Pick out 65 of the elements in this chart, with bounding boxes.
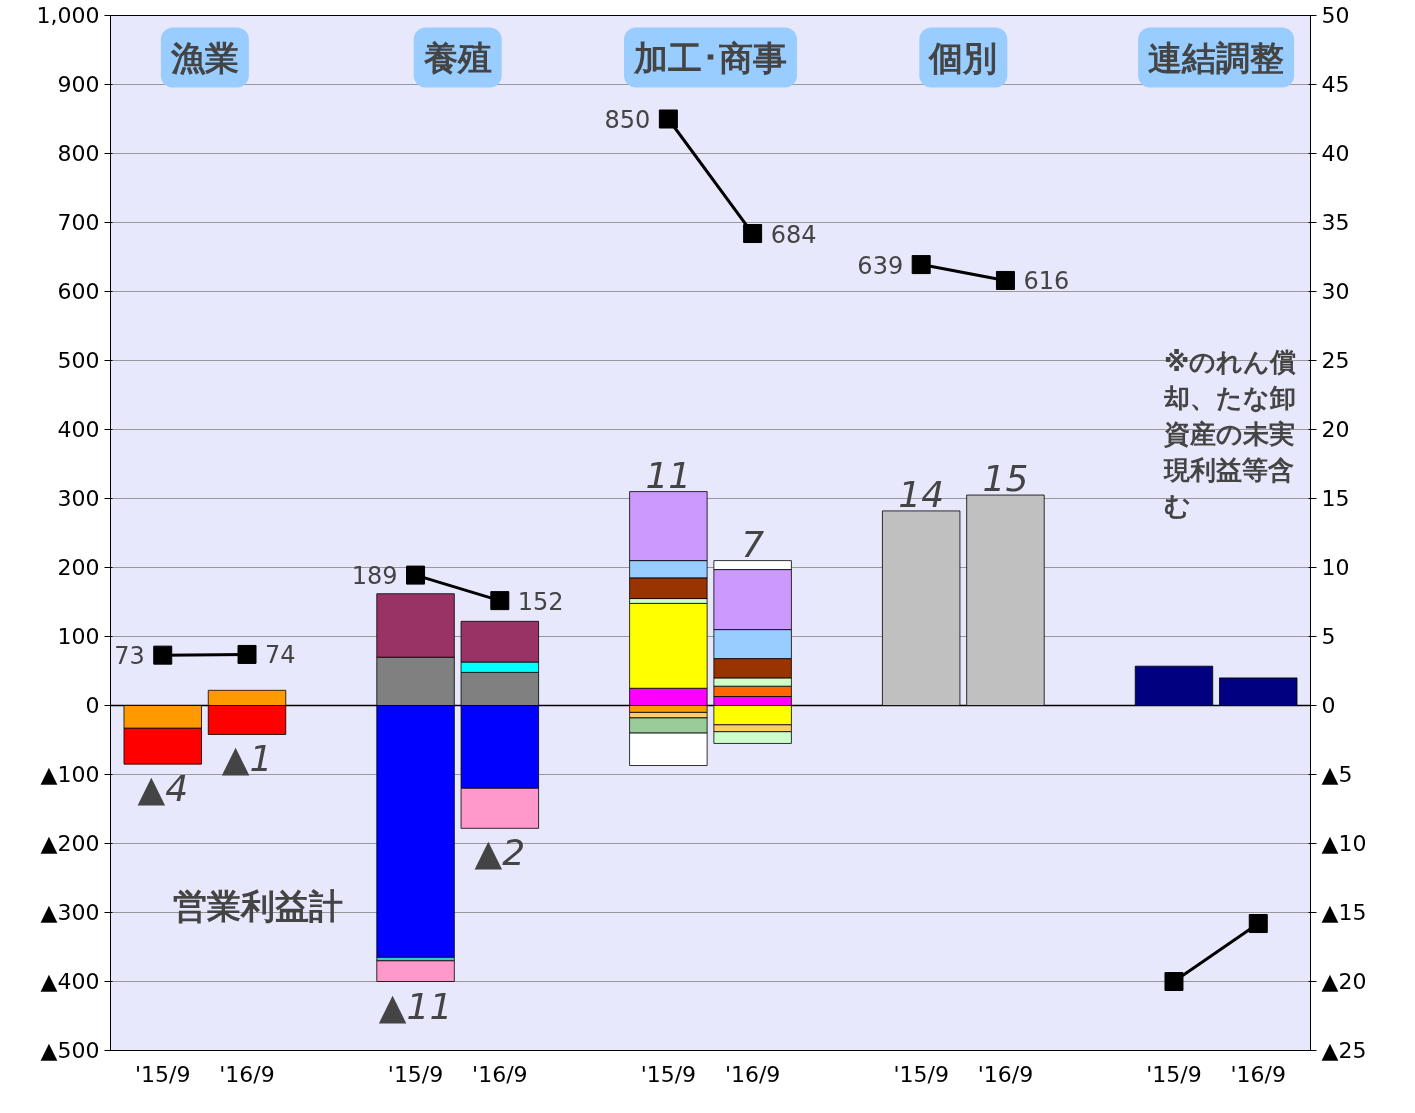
total-label: ▲1: [221, 738, 273, 780]
y-tick-label: 900: [57, 72, 100, 97]
data-label: 616: [1023, 267, 1070, 296]
data-label: 152: [517, 587, 564, 616]
y2-tick-label: ▲20: [1321, 969, 1367, 994]
annotation: 連結調整: [1148, 37, 1285, 78]
annotation: ※のれん償却、たな卸資産の未実現利益等含む: [1162, 346, 1297, 521]
annotation: 営業利益計: [172, 886, 343, 927]
y-tick-label: ▲500: [40, 1038, 100, 1063]
annotation: 加工･商事: [633, 37, 787, 78]
total-label: ▲4: [137, 768, 189, 810]
y2-tick-label: 10: [1321, 555, 1350, 580]
x-tick-label: '15/9: [387, 1061, 444, 1087]
total-label: ▲2: [474, 832, 526, 874]
total-label: 7: [741, 523, 765, 565]
y-tick-label: 400: [57, 417, 100, 442]
x-tick-label: '16/9: [977, 1061, 1034, 1087]
x-tick-label: '16/9: [1230, 1061, 1286, 1087]
y2-tick-label: 35: [1321, 210, 1350, 235]
y-tick-label: ▲400: [40, 969, 100, 994]
annotation: 漁業: [169, 37, 239, 78]
x-tick-label: '16/9: [724, 1061, 781, 1087]
x-tick-label: '16/9: [219, 1061, 275, 1087]
data-label: 684: [770, 220, 817, 249]
y2-tick-label: 30: [1321, 279, 1350, 304]
y-tick-label: ▲300: [40, 900, 100, 925]
data-label: 850: [604, 106, 651, 134]
y-tick-label: 800: [57, 141, 100, 166]
y2-tick-label: 50: [1321, 3, 1350, 28]
y2-tick-label: 45: [1321, 72, 1350, 97]
y2-tick-label: ▲25: [1321, 1038, 1367, 1063]
x-tick-label: '15/9: [1146, 1061, 1202, 1087]
annotation: 養殖: [422, 37, 492, 78]
y-tick-label: 300: [57, 486, 100, 511]
y-tick-label: 600: [57, 279, 100, 304]
x-tick-label: '15/9: [640, 1061, 697, 1087]
y-tick-label: 1,000: [36, 3, 100, 28]
y2-tick-label: ▲5: [1321, 762, 1353, 787]
x-tick-label: '15/9: [893, 1061, 949, 1087]
y2-tick-label: 25: [1321, 348, 1350, 373]
y-tick-label: 500: [57, 348, 100, 373]
y-tick-label: 100: [57, 624, 100, 649]
total-label: 15: [982, 458, 1029, 500]
data-label: 74: [265, 641, 296, 670]
total-label: ▲11: [378, 985, 453, 1027]
x-tick-label: '15/9: [135, 1061, 191, 1087]
y-tick-label: 0: [85, 693, 100, 718]
y2-tick-label: 20: [1321, 417, 1350, 442]
y2-tick-label: 5: [1321, 624, 1336, 649]
total-label: 14: [898, 473, 945, 515]
total-label: 11: [645, 454, 692, 496]
y2-tick-label: ▲10: [1321, 831, 1367, 856]
y-tick-label: 700: [57, 210, 100, 235]
x-tick-label: '16/9: [472, 1061, 528, 1087]
data-label: 73: [114, 642, 145, 671]
y-tick-label: ▲200: [40, 831, 100, 856]
y-tick-label: ▲100: [40, 762, 100, 787]
data-label: 639: [857, 251, 904, 280]
y2-tick-label: 0: [1321, 693, 1336, 718]
y2-tick-label: 15: [1321, 486, 1350, 511]
y-tick-label: 200: [57, 555, 100, 580]
annotation: 個別: [928, 37, 998, 78]
y2-tick-label: 40: [1321, 141, 1350, 166]
y2-tick-label: ▲15: [1321, 900, 1367, 925]
data-label: 189: [351, 562, 398, 591]
